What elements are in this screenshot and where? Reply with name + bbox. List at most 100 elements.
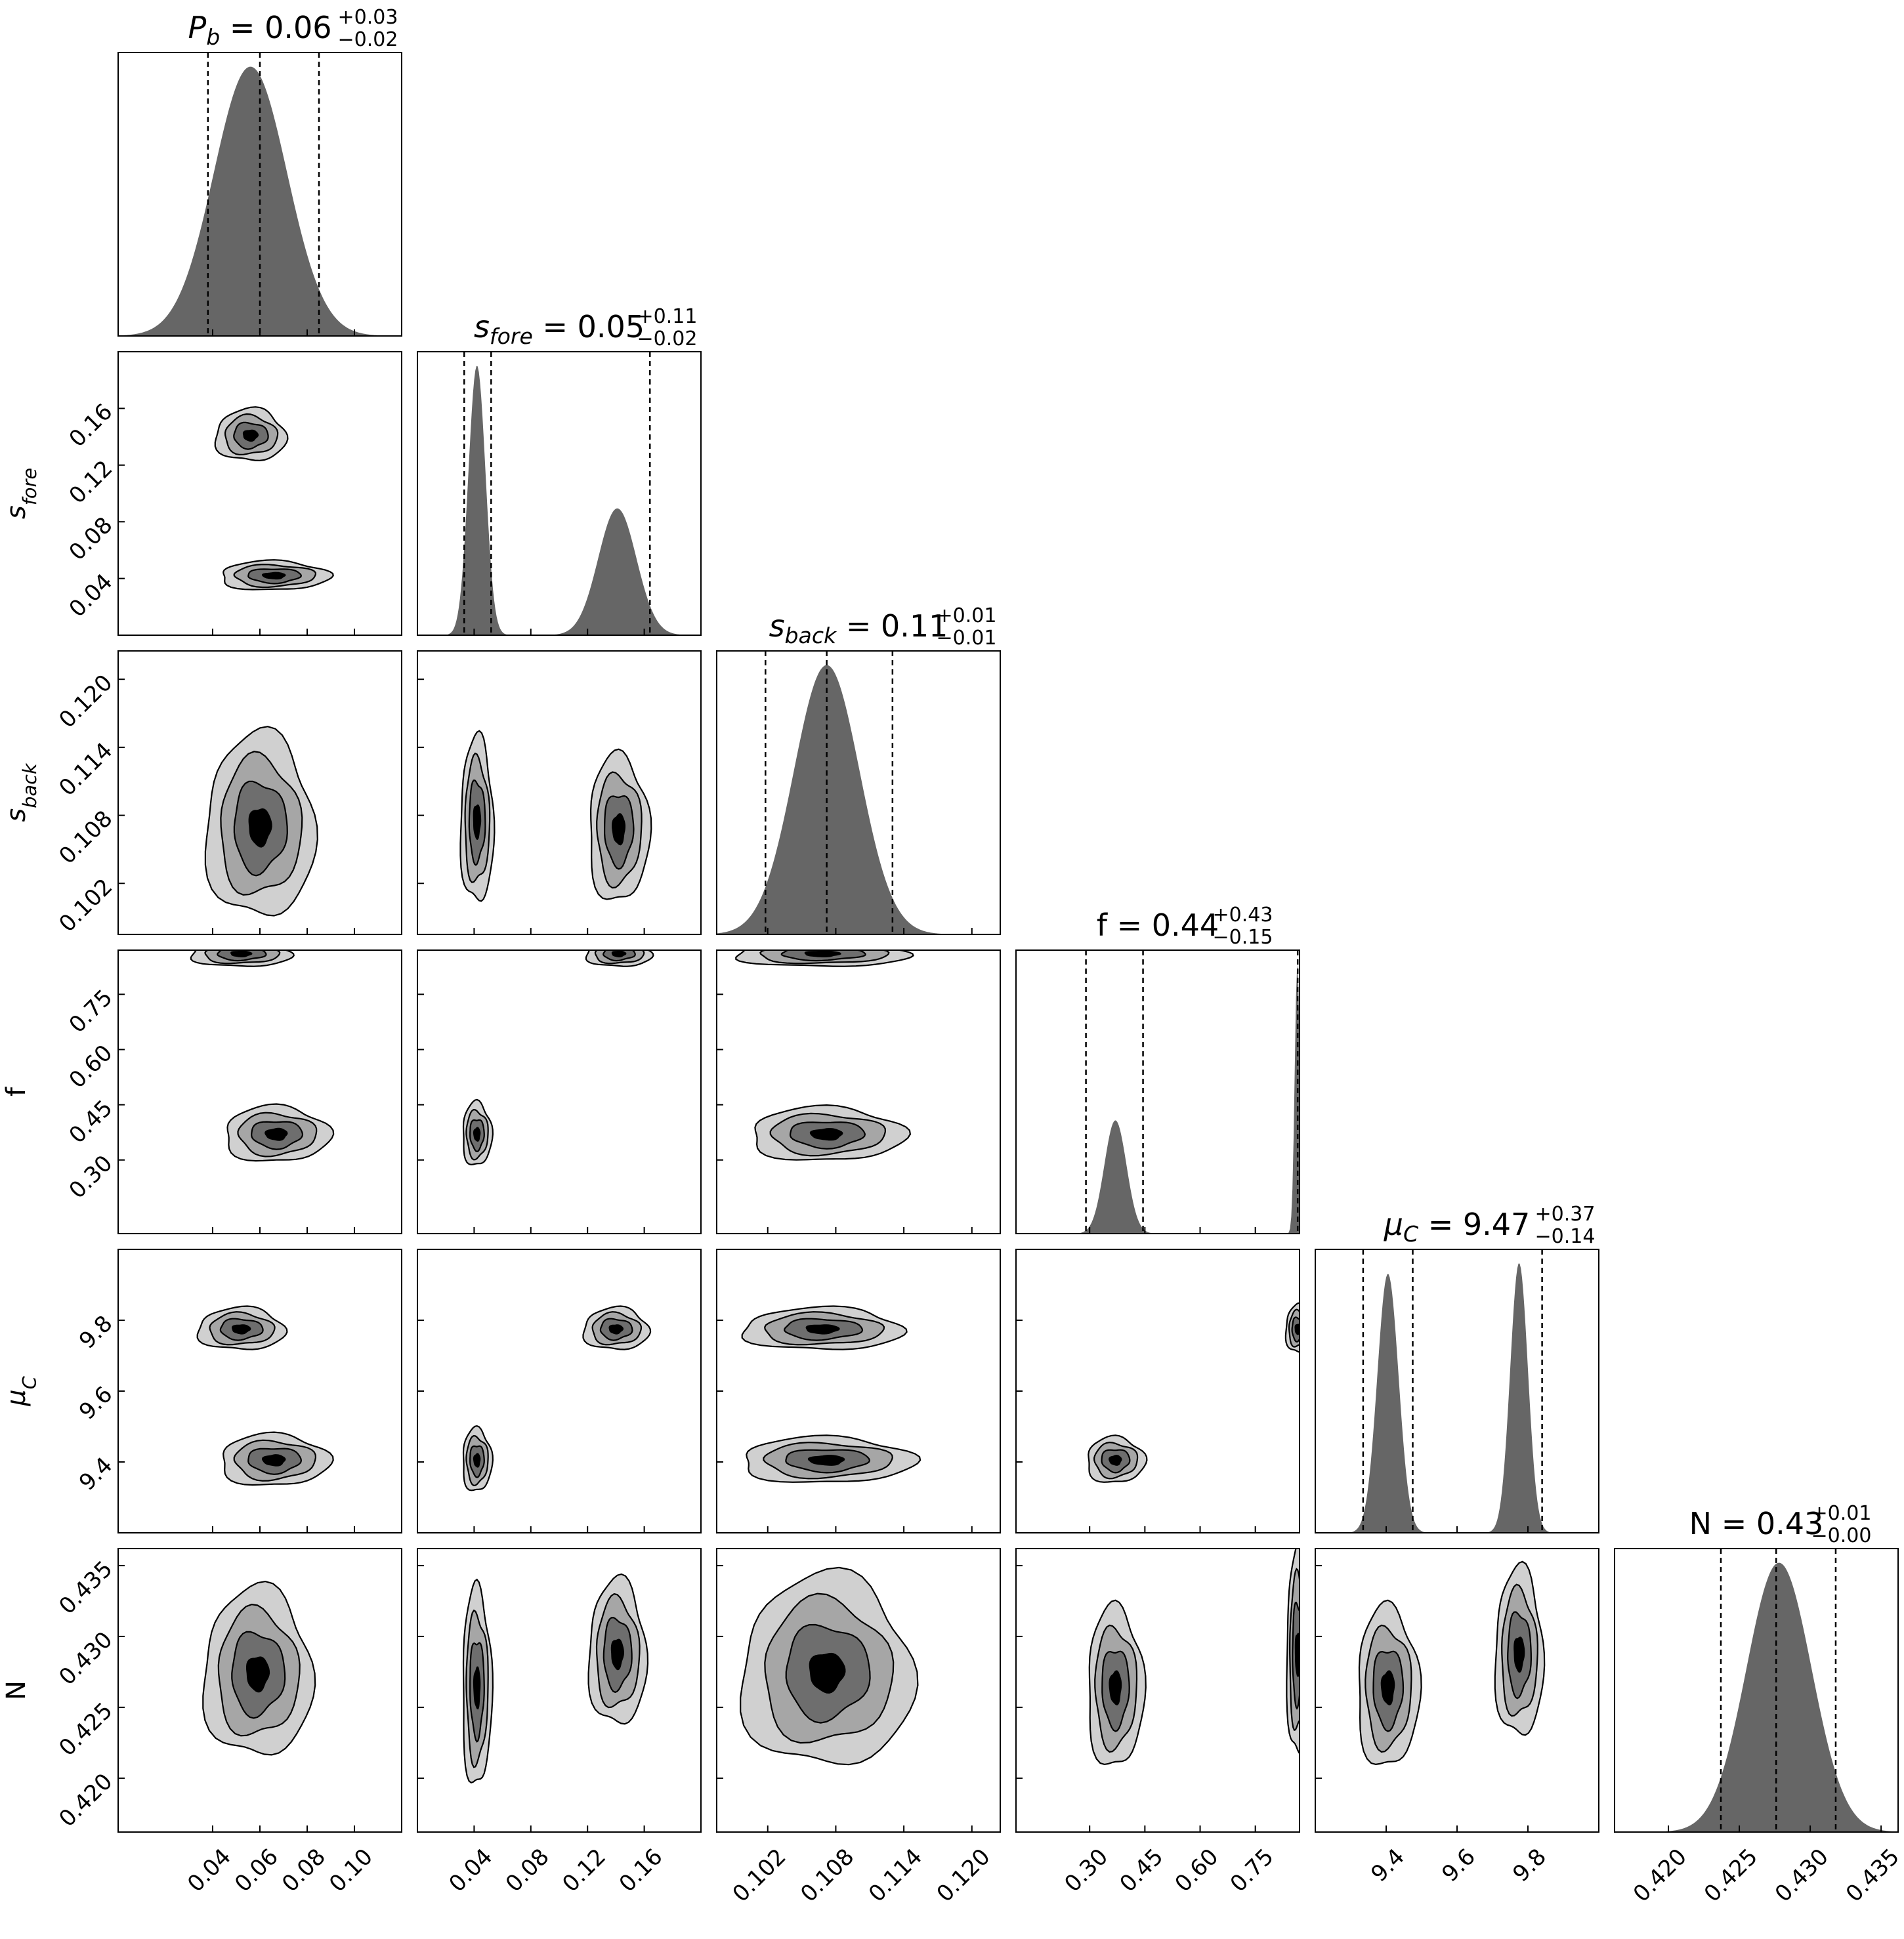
y-tick-label-f: 0.60 (64, 1040, 118, 1094)
histogram-sfore (417, 365, 701, 635)
ticks-0-4 (118, 1320, 355, 1533)
title-median: = 0.06 (220, 10, 331, 45)
contour-level-3 (1109, 1670, 1122, 1705)
x-tick-label-muC: 9.4 (1366, 1844, 1410, 1888)
title-symbol: f (1097, 907, 1109, 943)
panel-frame (117, 351, 402, 636)
ticks-3-3 (1089, 1227, 1256, 1234)
contour-panel-f-muC (1015, 1249, 1300, 1533)
panel-frame (417, 949, 702, 1234)
contour-panel-Pb-f (117, 949, 402, 1234)
contour-level-3 (809, 1128, 843, 1141)
contour-level-3 (230, 950, 253, 957)
contour-panel-Pb-N (117, 1548, 402, 1833)
contour-panel-sfore-f (417, 949, 702, 1234)
x-tick-label-N: 0.420 (1628, 1844, 1692, 1908)
ticks-0-0 (212, 329, 355, 336)
contour-panel-Pb-sfore (117, 351, 402, 636)
title-symbol: μ (1384, 1207, 1403, 1242)
contour-level-3 (805, 1324, 840, 1335)
panel-frame (417, 351, 702, 636)
title-median: = 0.44 (1107, 907, 1219, 943)
contour-level-3 (807, 1454, 845, 1466)
hist-panel-N: N = 0.43+0.01−0.00 (1614, 1502, 1899, 1833)
x-tick-label-Pb: 0.06 (230, 1844, 284, 1898)
y-tick-label-sfore: 0.08 (64, 512, 118, 566)
title-muC: μC = 9.47 (1384, 1207, 1531, 1247)
y-tick-label-f: 0.75 (64, 984, 118, 1038)
title-sback: sback = 0.11 (769, 608, 948, 648)
contour-level-3 (261, 1454, 286, 1467)
panel-frame (716, 949, 1001, 1234)
panel-frame (716, 1249, 1001, 1533)
panel-frame (716, 1548, 1001, 1833)
contour-panel-sback-f (716, 949, 1001, 1234)
contour-level-3 (612, 813, 625, 846)
title-median: = 9.47 (1418, 1207, 1530, 1242)
ylabel-sfore-subscript: fore (18, 468, 41, 505)
y-axis-label-muC: μC (1, 1375, 41, 1406)
ylabel-muC-symbol: μ (1, 1389, 32, 1406)
contour-level-3 (1380, 1670, 1395, 1705)
title-plus-err: +0.01 (937, 604, 997, 627)
y-tick-label-N: 0.425 (54, 1698, 117, 1761)
contour-panel-Pb-muC (117, 1249, 402, 1533)
ticks-3-5 (1016, 1564, 1256, 1832)
x-tick-label-sback: 0.120 (932, 1844, 996, 1908)
y-tick-label-sback: 0.102 (54, 873, 117, 937)
x-tick-label-N: 0.430 (1770, 1844, 1834, 1908)
contour-level-3 (231, 1324, 251, 1335)
title-plus-err: +0.37 (1535, 1203, 1596, 1226)
title-f: f = 0.44 (1097, 907, 1219, 943)
y-tick-label-sfore: 0.16 (64, 399, 118, 453)
contour-panel-sfore-muC (417, 1249, 702, 1533)
hist-panel-muC: μC = 9.47 +0.37−0.14 (1315, 1203, 1599, 1533)
title-median: = 0.11 (836, 608, 948, 644)
contour-level-3 (1294, 1633, 1300, 1678)
title-plus-err: +0.43 (1213, 904, 1273, 927)
contour-level-3 (608, 1324, 624, 1335)
contour-level-3 (473, 1127, 481, 1142)
contour-panel-sfore-N (417, 1548, 702, 1833)
y-tick-label-N: 0.430 (54, 1627, 117, 1690)
contour-level-3 (1513, 1637, 1525, 1673)
title-subscript: b (206, 24, 220, 50)
ylabel-sback-symbol: s (1, 808, 32, 822)
hist-panel-Pb: Pb = 0.06 +0.03−0.02 (117, 6, 402, 337)
hist-panel-f: f = 0.44+0.43−0.15 (1015, 904, 1300, 1234)
x-tick-label-muC: 9.8 (1508, 1844, 1552, 1888)
panel-frame (1015, 1548, 1300, 1833)
title-symbol: s (769, 608, 785, 644)
panel-frame (716, 650, 1001, 935)
y-tick-label-muC: 9.6 (74, 1381, 118, 1425)
contour-panel-Pb-sback (117, 650, 402, 935)
title-sfore: sfore = 0.05 (474, 309, 645, 349)
panel-frame (417, 650, 702, 935)
ticks-1-1 (473, 629, 645, 635)
ticks-0-2 (118, 678, 355, 934)
ticks-1-2 (417, 678, 645, 934)
contour-level-3 (264, 1127, 288, 1141)
x-tick-label-Pb: 0.08 (277, 1844, 331, 1898)
title-plus-err: +0.01 (1811, 1502, 1872, 1525)
y-tick-label-sback: 0.108 (54, 806, 117, 869)
x-tick-label-Pb: 0.10 (324, 1844, 378, 1898)
contour-level-3 (473, 804, 482, 841)
ylabel-N-symbol: N (1, 1680, 32, 1700)
panel-frame (117, 1249, 402, 1533)
y-tick-label-N: 0.420 (54, 1768, 117, 1832)
x-tick-label-sback: 0.108 (795, 1844, 859, 1908)
histogram-N (1615, 1562, 1898, 1832)
ticks-5-5 (1668, 1825, 1882, 1832)
title-minus-err: −0.02 (338, 28, 398, 51)
y-tick-label-f: 0.30 (64, 1150, 118, 1204)
y-tick-label-sfore: 0.04 (64, 569, 118, 623)
title-subscript: fore (490, 323, 533, 349)
contour-panel-f-N (1015, 1548, 1300, 1833)
panel-frame (1015, 949, 1300, 1234)
panel-frame (417, 1249, 702, 1533)
contour-level-3 (611, 950, 627, 957)
y-axis-label-sfore: sfore (1, 468, 41, 519)
contour-level-3 (610, 1638, 625, 1671)
title-Pb: Pb = 0.06 (188, 10, 332, 50)
